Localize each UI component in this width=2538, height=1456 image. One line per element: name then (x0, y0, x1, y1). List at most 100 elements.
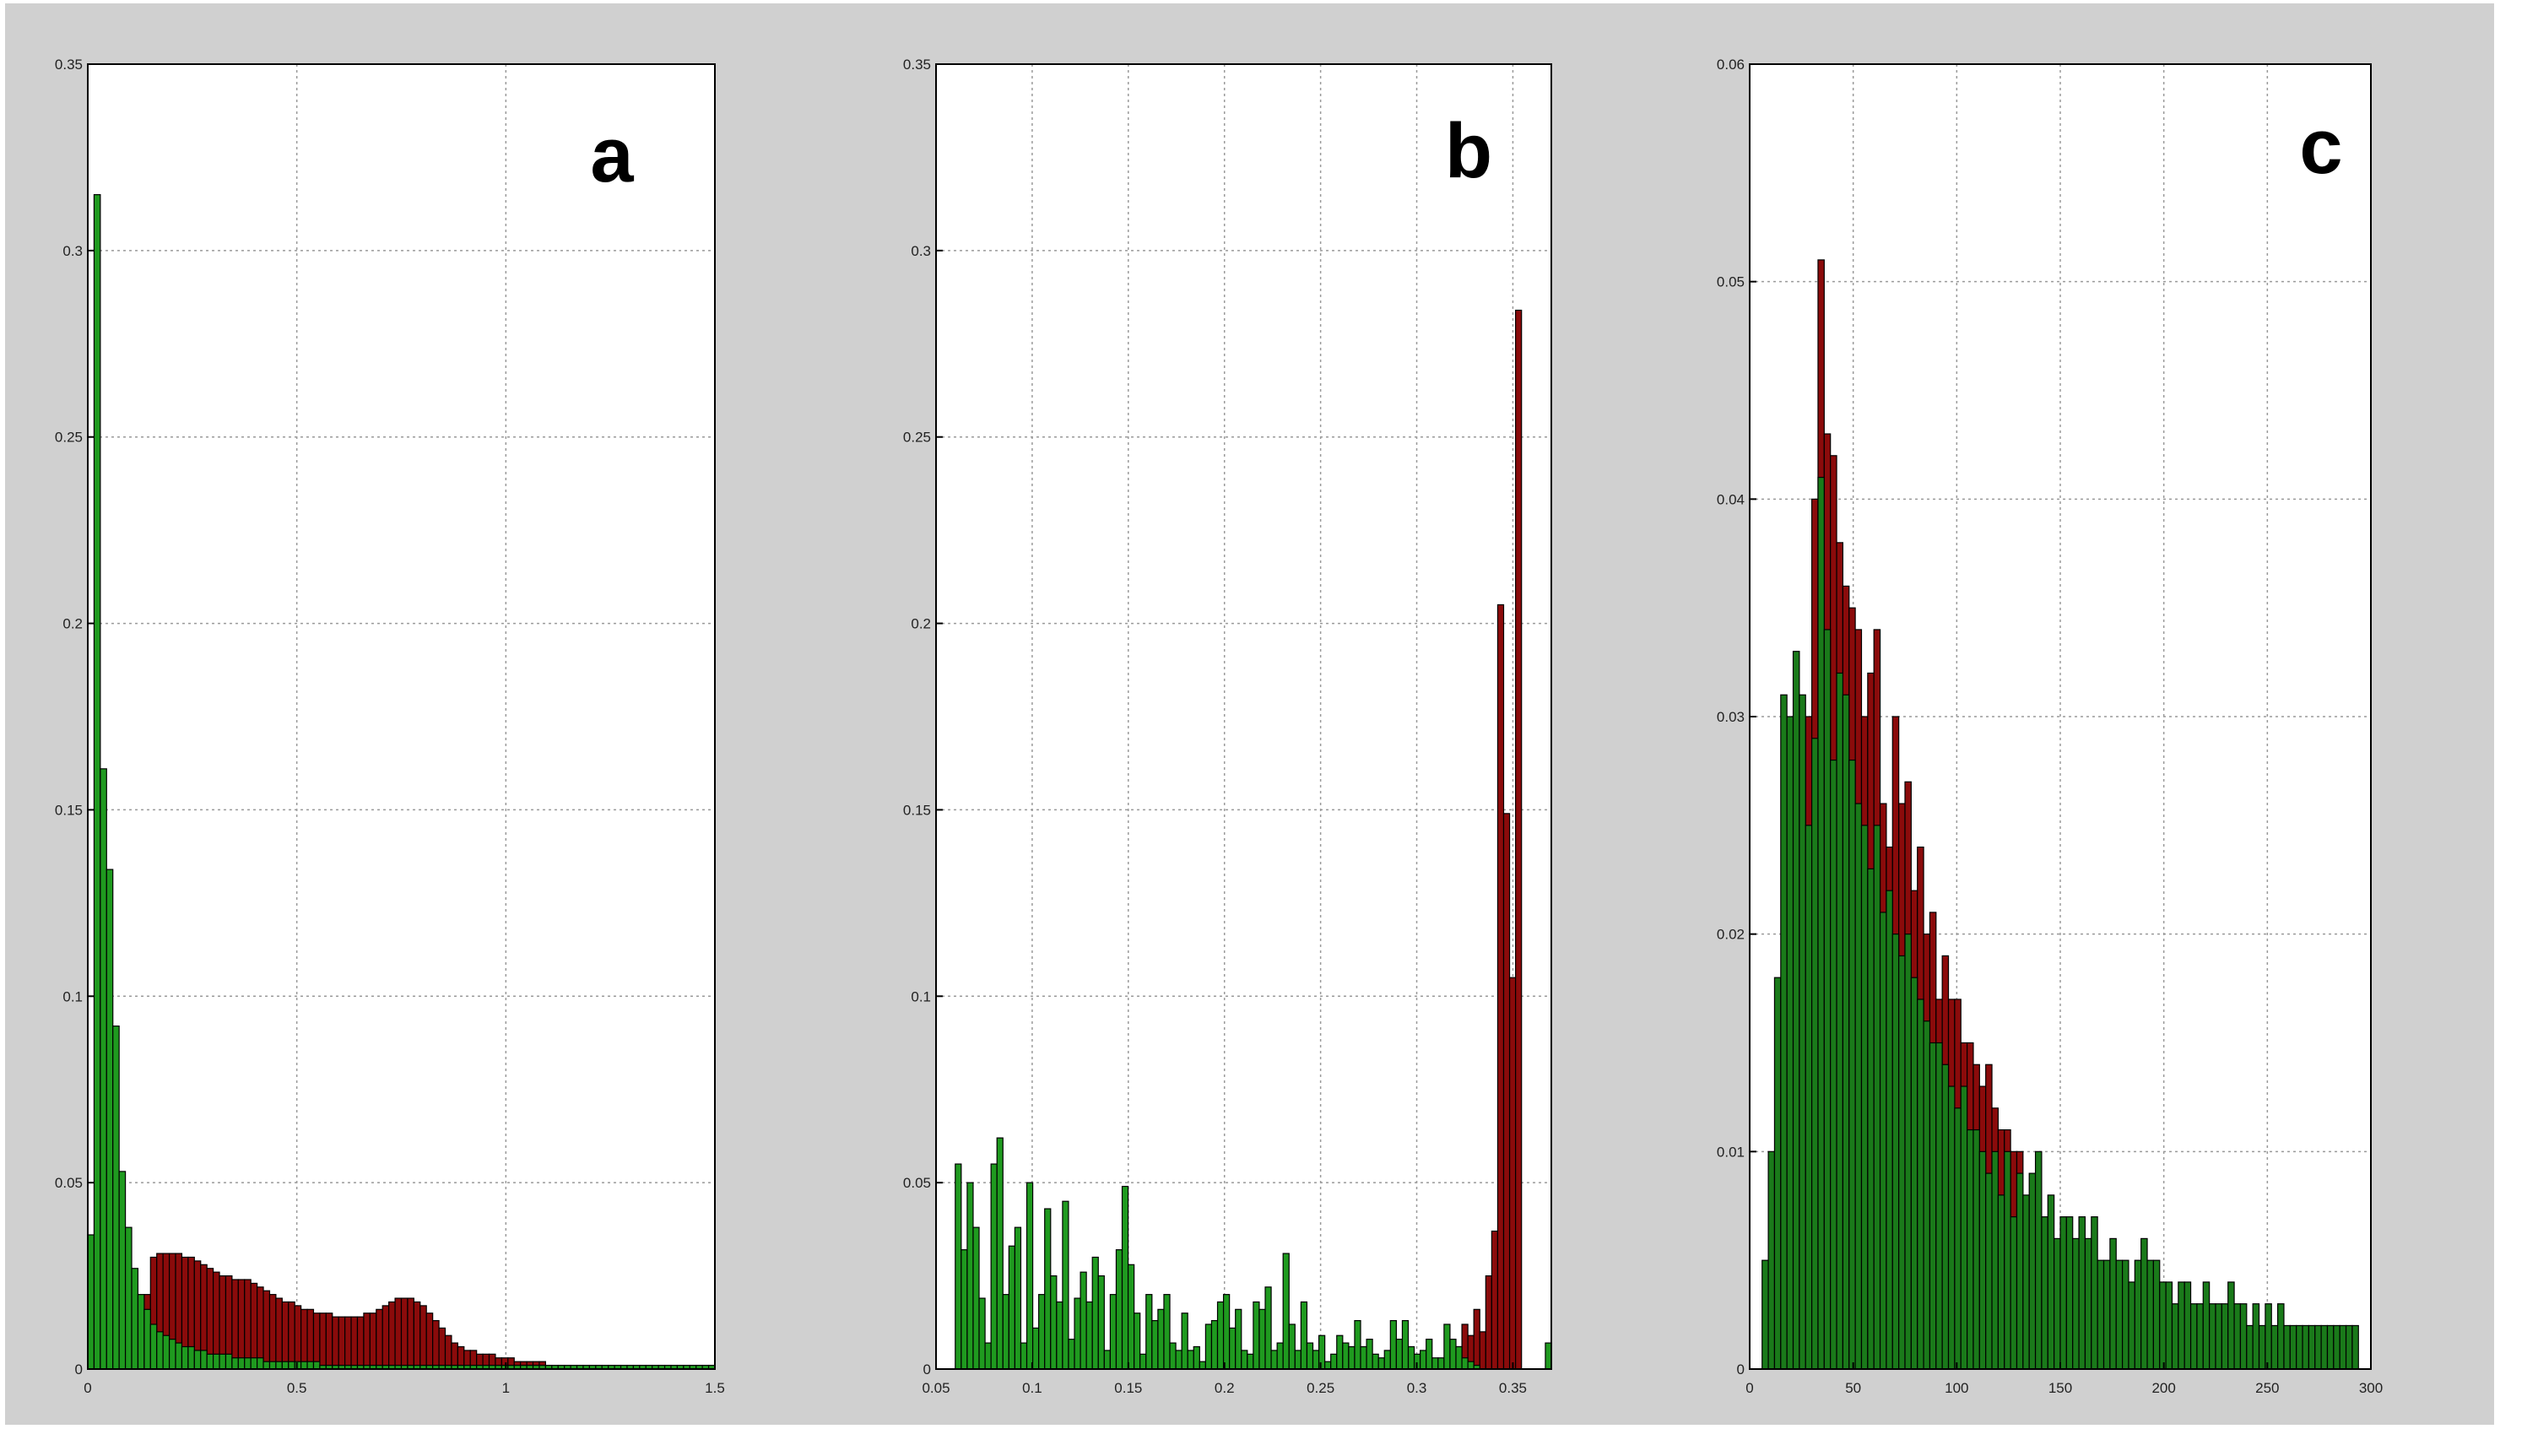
histogram-bar-series-1 (225, 1353, 233, 1370)
histogram-bar-series-1 (1377, 1357, 1385, 1370)
x-tick-label: 0.25 (1307, 1380, 1334, 1396)
histogram-bar-series-1 (1145, 1294, 1153, 1370)
histogram-bar-series-1 (2227, 1281, 2235, 1370)
histogram-bar-series-1 (1247, 1353, 1254, 1370)
histogram-bar-series-0 (281, 1301, 290, 1370)
histogram-bar-series-1 (1395, 1339, 1404, 1370)
histogram-bar-series-1 (1443, 1323, 1451, 1370)
histogram-bar-series-0 (231, 1279, 239, 1370)
histogram-bar-series-1 (1288, 1323, 1296, 1370)
histogram-bar-series-1 (1038, 1294, 1046, 1370)
histogram-bar-series-1 (1761, 1259, 1769, 1370)
histogram-bar-series-1 (2209, 1303, 2216, 1370)
histogram-bar-series-1 (1204, 1323, 1213, 1370)
x-tick-label: 0.3 (1407, 1380, 1427, 1396)
histogram-bar-series-1 (1455, 1345, 1463, 1370)
histogram-bar-series-1 (1811, 738, 1819, 1370)
histogram-bar-series-1 (2202, 1281, 2211, 1370)
histogram-bar-series-1 (294, 1361, 302, 1370)
histogram-bar-series-1 (175, 1342, 183, 1370)
histogram-bar-series-0 (369, 1313, 377, 1370)
histogram-bar-series-1 (1923, 1020, 1931, 1370)
panel-c: 0 0.01 0.02 0.03 0.04 0.05 0.06 0 50 100 150 200 250… (1717, 57, 2383, 1396)
x-tick-label: 50 (1845, 1380, 1861, 1396)
histogram-bar-series-1 (2289, 1324, 2297, 1370)
panel-letter: a (590, 112, 634, 198)
histogram-bar-series-1 (1467, 1361, 1475, 1370)
histogram-bar-series-1 (200, 1350, 208, 1370)
histogram-bar-series-1 (1241, 1350, 1248, 1370)
histogram-bar-series-0 (1496, 604, 1505, 1370)
histogram-bar-series-1 (2059, 1216, 2067, 1370)
panel-letter: c (2299, 104, 2342, 190)
histogram-bar-series-1 (2171, 1303, 2179, 1370)
histogram-bar-series-1 (231, 1357, 239, 1370)
histogram-bar-series-1 (1941, 1064, 1950, 1370)
histogram-bar-series-1 (2091, 1216, 2098, 1370)
histogram-bar-series-1 (2221, 1303, 2229, 1370)
x-tick-label: 0 (1745, 1380, 1753, 1396)
histogram-bar-series-0 (338, 1316, 346, 1370)
y-tick-label: 0.02 (1717, 927, 1745, 943)
histogram-bar-series-0 (262, 1290, 271, 1370)
histogram-bar-series-1 (1330, 1353, 1338, 1370)
histogram-bar-series-1 (2047, 1194, 2055, 1370)
histogram-bar-series-1 (149, 1323, 158, 1370)
histogram-bar-series-1 (1389, 1319, 1397, 1370)
histogram-bar-series-1 (93, 194, 101, 1370)
histogram-bar-series-1 (2252, 1303, 2260, 1370)
histogram-bar-series-0 (237, 1279, 246, 1370)
histogram-bar-series-1 (1020, 1342, 1028, 1370)
x-tick-label: 0 (84, 1380, 91, 1396)
plot-frame (935, 63, 1552, 1370)
histogram-bar-series-1 (219, 1353, 227, 1370)
histogram-bar-series-1 (955, 1163, 962, 1370)
histogram-bar-series-1 (2270, 1324, 2279, 1370)
histogram-bar-series-1 (268, 1361, 277, 1370)
histogram-bar-series-1 (1431, 1357, 1439, 1370)
histogram-bar-series-1 (2115, 1259, 2124, 1370)
histogram-bar-series-1 (1786, 716, 1794, 1370)
histogram-bar-series-1 (1873, 825, 1881, 1370)
histogram-bar-series-1 (1891, 934, 1900, 1370)
y-tick-label: 0.03 (1717, 709, 1745, 725)
histogram-bar-series-1 (1904, 934, 1912, 1370)
histogram-bar-series-1 (1985, 1172, 1993, 1370)
histogram-bar-series-1 (1258, 1308, 1266, 1370)
histogram-bar-series-1 (1210, 1319, 1219, 1370)
histogram-bar-series-1 (2320, 1324, 2329, 1370)
histogram-bar-series-0 (325, 1313, 333, 1370)
histogram-bar-series-1 (2065, 1216, 2074, 1370)
histogram-bar-series-1 (1157, 1308, 1165, 1370)
histogram-bar-series-1 (1886, 890, 1893, 1370)
y-tick-label: 0.06 (1717, 57, 1745, 73)
histogram-bar-series-1 (237, 1357, 246, 1370)
histogram-bar-series-1 (2134, 1259, 2142, 1370)
panel-letter: b (1445, 108, 1492, 194)
histogram-bar-series-1 (1103, 1350, 1111, 1370)
histogram-bar-series-0 (438, 1327, 446, 1370)
histogram-bar-series-1 (124, 1226, 133, 1370)
histogram-bar-series-1 (2128, 1281, 2135, 1370)
histogram-bar-series-1 (1823, 629, 1832, 1370)
histogram-bar-series-1 (1947, 1085, 1956, 1370)
histogram-bar-series-1 (2028, 1172, 2037, 1370)
x-tick-label: 0.5 (287, 1380, 307, 1396)
histogram-bar-series-1 (2122, 1259, 2129, 1370)
y-tick-label: 0.15 (903, 802, 931, 818)
histogram-bar-series-1 (2102, 1259, 2111, 1370)
histogram-bar-series-1 (168, 1339, 176, 1370)
plot-area (88, 64, 715, 1369)
histogram-bar-series-0 (388, 1301, 396, 1370)
histogram-bar-series-1 (250, 1357, 258, 1370)
histogram-bar-series-1 (1997, 1194, 2005, 1370)
histogram-bar-series-1 (1199, 1361, 1206, 1370)
histogram-bar-series-1 (2097, 1259, 2105, 1370)
x-tick-label: 300 (2359, 1380, 2383, 1396)
histogram-bar-series-1 (1222, 1294, 1231, 1370)
plot-area (936, 64, 1551, 1369)
histogram-bar-series-0 (294, 1305, 302, 1370)
histogram-bar-series-1 (1127, 1264, 1135, 1370)
histogram-bar-series-1 (1967, 1129, 1974, 1370)
histogram-bar-series-0 (407, 1297, 414, 1370)
